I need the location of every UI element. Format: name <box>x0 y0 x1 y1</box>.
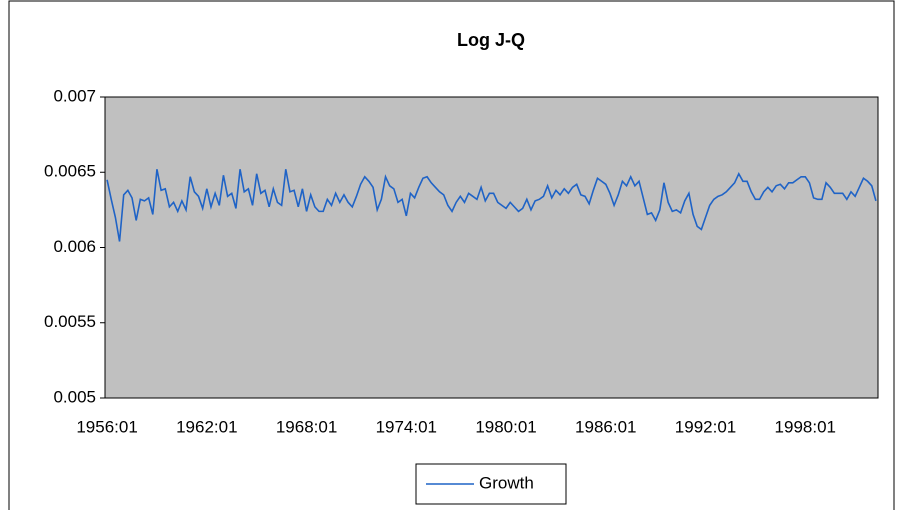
y-tick-label: 0.0055 <box>44 312 96 331</box>
x-tick-label: 1962:01 <box>176 417 237 436</box>
series-line <box>106 169 877 242</box>
x-tick-label: 1974:01 <box>376 417 437 436</box>
x-tick-label: 1956:01 <box>76 417 137 436</box>
y-tick-label: 0.005 <box>53 387 96 406</box>
x-tick-label: 1986:01 <box>575 417 636 436</box>
x-tick-label: 1968:01 <box>276 417 337 436</box>
plot-area <box>104 96 879 399</box>
y-tick-label: 0.007 <box>53 86 96 105</box>
y-tick-label: 0.006 <box>53 237 96 256</box>
x-tick-label: 1980:01 <box>475 417 536 436</box>
chart-title: Log J-Q <box>457 30 525 50</box>
x-tick-label: 1992:01 <box>675 417 736 436</box>
legend-label: Growth <box>479 473 534 492</box>
legend-box <box>415 463 567 505</box>
x-tick-label: 1998:01 <box>775 417 836 436</box>
y-tick-label: 0.0065 <box>44 162 96 181</box>
